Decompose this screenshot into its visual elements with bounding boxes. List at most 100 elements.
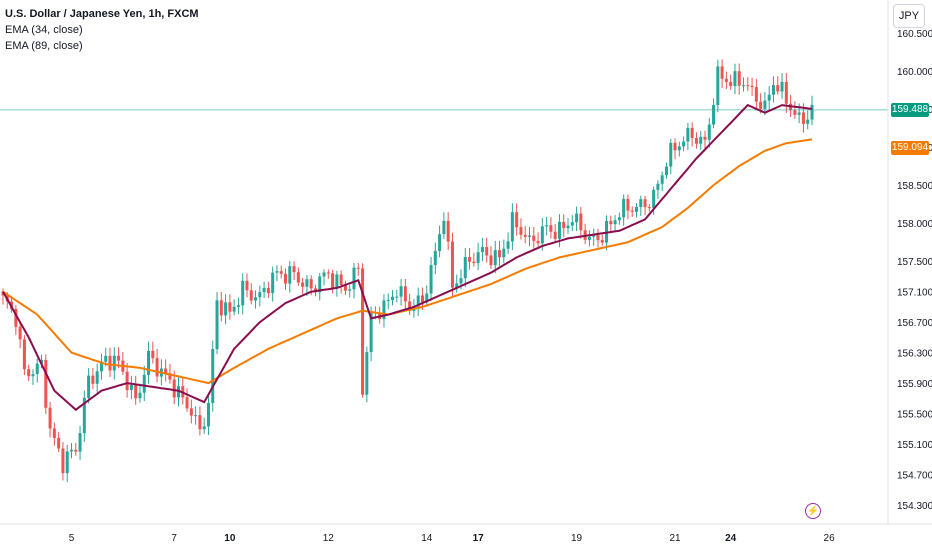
candle-body — [626, 198, 630, 211]
candle — [480, 237, 484, 262]
candle-body — [699, 136, 703, 144]
candle — [305, 275, 309, 296]
currency-button[interactable]: JPY — [893, 4, 925, 28]
x-tick-label: 24 — [725, 533, 737, 544]
candle — [181, 377, 185, 405]
candle-body — [399, 286, 403, 297]
candle-body — [322, 272, 326, 277]
candle-body — [587, 236, 591, 240]
candle-body — [138, 392, 142, 399]
candle — [339, 270, 343, 294]
candle-body — [279, 271, 283, 274]
candle-body — [801, 112, 805, 124]
candle-body — [91, 375, 95, 384]
candle-body — [527, 235, 531, 237]
candle — [737, 63, 741, 95]
candle — [331, 269, 335, 294]
candle — [125, 363, 129, 398]
candle — [767, 86, 771, 110]
x-tick-label: 10 — [224, 533, 236, 544]
candle-body — [549, 225, 553, 232]
candle-body — [99, 361, 103, 372]
candle — [202, 417, 206, 434]
candle-body — [639, 199, 643, 208]
candle-body — [352, 267, 356, 290]
y-tick-label: 154.300 — [897, 501, 932, 512]
candle-body — [408, 301, 412, 311]
candle — [284, 268, 288, 290]
candle-body — [613, 220, 617, 225]
candle — [468, 247, 472, 270]
flash-icon[interactable]: ⚡ — [805, 503, 821, 519]
candle-body — [759, 101, 763, 109]
candle-body — [87, 375, 91, 398]
candle — [249, 283, 253, 305]
candle — [232, 299, 236, 316]
candle-body — [690, 127, 694, 138]
candle — [416, 287, 420, 316]
candle-body — [442, 220, 446, 235]
candle-body — [545, 225, 549, 227]
x-tick-label: 7 — [171, 533, 177, 544]
candle-body — [142, 374, 146, 393]
ema89-legend[interactable]: EMA (89, close) — [5, 40, 83, 52]
candle — [438, 225, 442, 258]
candle — [403, 278, 407, 310]
candle — [189, 399, 193, 424]
candle — [245, 273, 249, 298]
candle-body — [335, 274, 339, 288]
candle — [382, 294, 386, 328]
candle-body — [194, 415, 198, 417]
candle-body — [361, 268, 365, 395]
candle — [703, 130, 707, 149]
candle-body — [472, 261, 476, 264]
ema34-legend[interactable]: EMA (34, close) — [5, 24, 83, 36]
candle-body — [780, 81, 784, 92]
candle-body — [553, 231, 557, 239]
candle-body — [206, 402, 210, 427]
candle — [750, 77, 754, 96]
candle — [686, 122, 690, 151]
candle-body — [266, 288, 270, 293]
candle — [18, 322, 22, 349]
candle-body — [664, 166, 668, 176]
candle — [754, 78, 758, 111]
chart-legend: U.S. Dollar / Japanese Yen, 1h, FXCM EMA… — [5, 6, 199, 54]
candle-body — [198, 415, 202, 430]
candle — [356, 262, 360, 276]
candle — [502, 239, 506, 264]
candle — [134, 375, 138, 405]
candle-body — [241, 280, 245, 306]
candle — [65, 444, 69, 483]
candle-body — [793, 110, 797, 115]
candle-body — [647, 207, 651, 209]
candle — [780, 73, 784, 99]
candle-body — [729, 81, 733, 87]
candle — [129, 375, 133, 400]
candle-body — [592, 234, 596, 237]
candle — [31, 369, 35, 385]
candle — [647, 204, 651, 212]
candle — [425, 285, 429, 307]
candle — [566, 218, 570, 234]
candle-body — [438, 234, 442, 251]
candle-body — [236, 305, 240, 307]
candle-body — [656, 183, 660, 190]
x-tick-label: 5 — [69, 533, 75, 544]
candle-body — [309, 279, 313, 289]
candle-body — [771, 85, 775, 95]
candle — [583, 223, 587, 245]
x-tick-label: 17 — [473, 533, 485, 544]
candle — [399, 279, 403, 306]
candle-body — [288, 266, 292, 284]
candle — [677, 141, 681, 157]
candle — [121, 351, 125, 375]
candle — [266, 281, 270, 299]
candle — [664, 162, 668, 179]
candle-body — [446, 220, 450, 242]
candle-body — [540, 226, 544, 244]
candle-body — [95, 371, 99, 384]
candle — [112, 347, 116, 380]
